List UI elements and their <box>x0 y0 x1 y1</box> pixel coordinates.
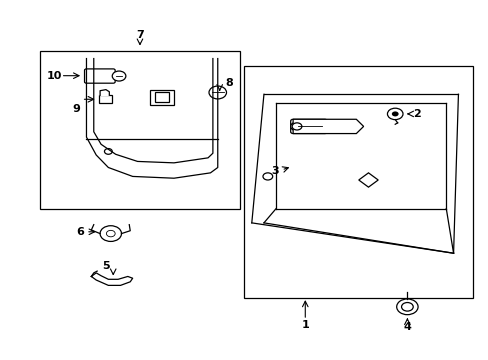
Text: 9: 9 <box>73 104 81 113</box>
Bar <box>244 66 472 298</box>
Bar <box>149 90 174 105</box>
Text: 5: 5 <box>102 261 109 271</box>
Circle shape <box>290 122 302 131</box>
Polygon shape <box>292 119 363 134</box>
FancyBboxPatch shape <box>290 119 326 134</box>
Text: 6: 6 <box>76 227 84 237</box>
Circle shape <box>396 299 417 315</box>
Circle shape <box>401 302 412 311</box>
Circle shape <box>391 111 398 116</box>
Text: 1: 1 <box>301 320 308 330</box>
Polygon shape <box>100 90 109 95</box>
Text: 10: 10 <box>46 71 61 81</box>
Text: 3: 3 <box>271 166 278 176</box>
Bar <box>154 93 169 102</box>
Circle shape <box>291 123 301 130</box>
Text: 2: 2 <box>412 109 420 119</box>
Text: 4: 4 <box>403 322 410 332</box>
Circle shape <box>112 71 125 81</box>
Bar <box>40 51 239 208</box>
Bar <box>99 95 112 103</box>
Circle shape <box>208 86 226 99</box>
Text: 8: 8 <box>224 78 232 88</box>
FancyBboxPatch shape <box>84 69 115 83</box>
Circle shape <box>386 108 402 120</box>
Polygon shape <box>91 273 132 285</box>
Text: 7: 7 <box>136 30 143 40</box>
